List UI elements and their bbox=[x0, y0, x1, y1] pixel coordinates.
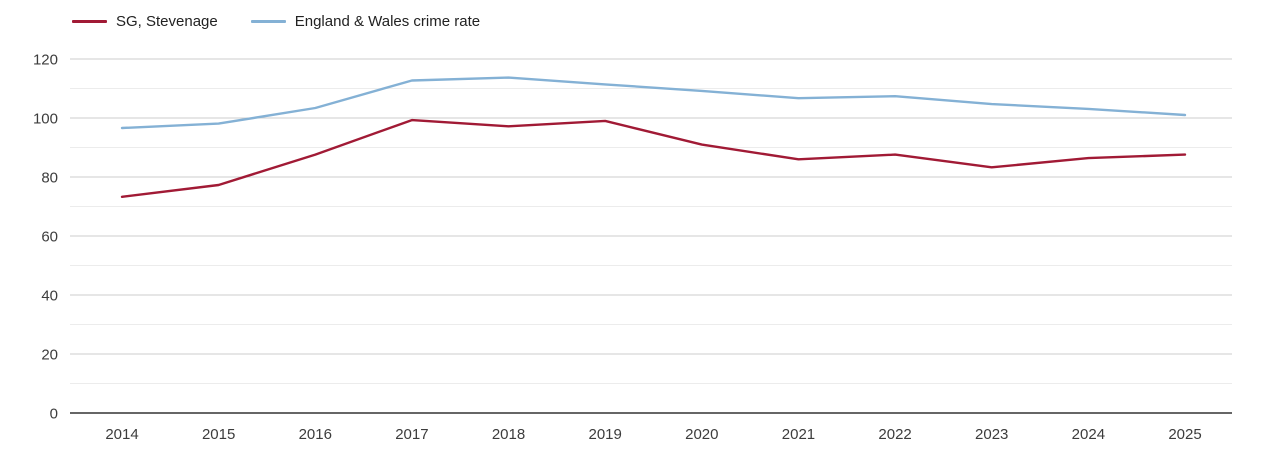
series-line-sg-stevenage bbox=[120, 118, 1187, 199]
x-axis-label: 2015 bbox=[202, 426, 235, 443]
y-axis-label: 40 bbox=[41, 287, 58, 304]
x-axis-label: 2023 bbox=[975, 426, 1008, 443]
x-axis-label: 2016 bbox=[299, 426, 332, 443]
y-axis-label: 80 bbox=[41, 169, 58, 186]
y-axis-label: 60 bbox=[41, 228, 58, 245]
legend-label-england-wales: England & Wales crime rate bbox=[294, 13, 481, 30]
x-axis-label: 2024 bbox=[1072, 426, 1105, 443]
legend-label-sg-stevenage: SG, Stevenage bbox=[116, 13, 218, 30]
y-axis-label: 120 bbox=[33, 51, 58, 68]
x-axis-label: 2018 bbox=[492, 426, 525, 443]
legend-line-swatch-red bbox=[72, 20, 107, 23]
y-axis-label: 0 bbox=[50, 405, 58, 422]
legend-item-england-wales: England & Wales crime rate bbox=[250, 13, 481, 30]
x-axis-label: 2017 bbox=[395, 426, 428, 443]
y-axis-label: 20 bbox=[41, 346, 58, 363]
legend-line-swatch-blue bbox=[250, 20, 286, 23]
x-axis-label: 2021 bbox=[782, 426, 815, 443]
x-axis-label: 2020 bbox=[685, 426, 718, 443]
series-line-england-wales-crime-rate bbox=[120, 76, 1187, 130]
x-axis-label: 2014 bbox=[105, 426, 138, 443]
y-axis-label: 100 bbox=[33, 110, 58, 127]
x-axis-label: 2022 bbox=[878, 426, 911, 443]
legend-item-sg-stevenage: SG, Stevenage bbox=[72, 14, 218, 29]
x-axis-label: 2019 bbox=[588, 426, 621, 443]
chart-legend: SG, Stevenage England & Wales crime rate bbox=[72, 14, 480, 29]
x-axis-label: 2025 bbox=[1168, 426, 1201, 443]
